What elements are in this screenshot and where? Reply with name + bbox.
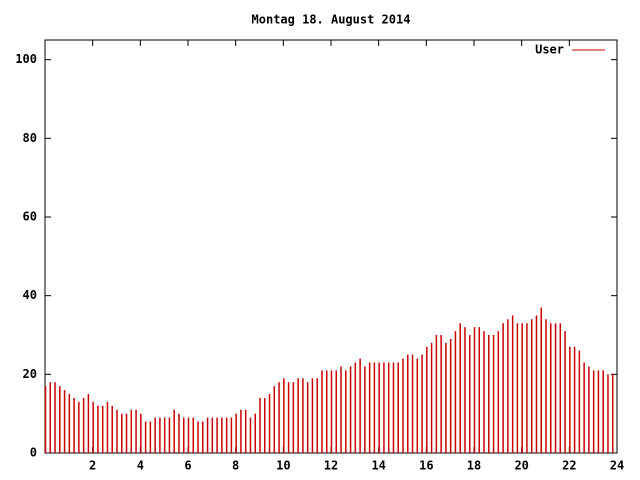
x-tick-label: 24 bbox=[610, 459, 624, 473]
x-tick-label: 18 bbox=[467, 459, 481, 473]
x-tick-label: 20 bbox=[514, 459, 528, 473]
y-tick-label: 80 bbox=[23, 131, 37, 145]
y-tick-label: 40 bbox=[23, 288, 37, 302]
y-tick-label: 20 bbox=[23, 367, 37, 381]
x-tick-label: 8 bbox=[232, 459, 239, 473]
x-tick-label: 6 bbox=[184, 459, 191, 473]
x-tick-label: 10 bbox=[276, 459, 290, 473]
x-tick-label: 12 bbox=[324, 459, 338, 473]
x-tick-label: 4 bbox=[137, 459, 144, 473]
chart-title: Montag 18. August 2014 bbox=[252, 13, 411, 27]
y-tick-label: 60 bbox=[23, 210, 37, 224]
x-tick-label: 14 bbox=[371, 459, 385, 473]
y-tick-label: 100 bbox=[15, 52, 37, 66]
y-tick-label: 0 bbox=[30, 446, 37, 460]
x-tick-label: 2 bbox=[89, 459, 96, 473]
x-tick-label: 16 bbox=[419, 459, 433, 473]
x-tick-label: 22 bbox=[562, 459, 576, 473]
legend-label: User bbox=[535, 43, 564, 57]
